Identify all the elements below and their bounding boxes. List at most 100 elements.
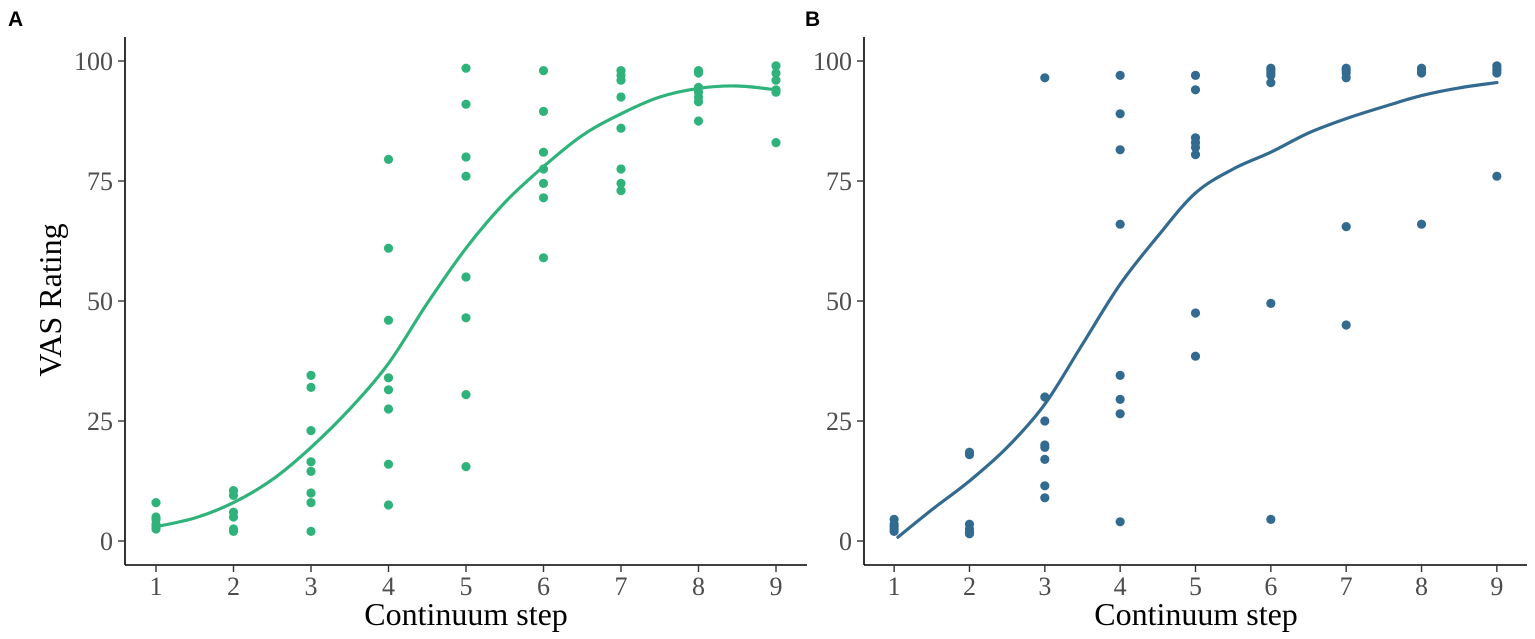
data-point	[693, 68, 704, 78]
y-tick-label: 0	[839, 527, 852, 556]
x-tick-label: 3	[305, 572, 318, 601]
data-point	[1190, 85, 1201, 95]
data-point	[889, 526, 899, 537]
x-axis-title: Continuum step	[1094, 596, 1298, 632]
data-point	[461, 313, 471, 323]
data-point	[1115, 109, 1125, 119]
data-point	[693, 97, 704, 107]
data-point	[228, 512, 239, 522]
data-point	[1115, 394, 1125, 404]
data-point	[1492, 68, 1502, 78]
data-point	[461, 272, 471, 282]
data-point	[538, 178, 549, 188]
data-point	[383, 373, 394, 383]
data-point	[616, 178, 626, 188]
data-point	[693, 116, 704, 126]
data-point	[383, 315, 394, 325]
x-tick-label: 2	[963, 572, 976, 601]
data-point	[964, 450, 975, 460]
data-point	[771, 68, 781, 78]
x-tick-label: 6	[1264, 572, 1277, 601]
data-point	[383, 243, 394, 253]
data-point	[1040, 454, 1050, 464]
data-point	[616, 186, 626, 196]
data-point	[1190, 308, 1201, 318]
data-point	[306, 426, 316, 436]
data-point	[1492, 171, 1502, 181]
x-tick-label: 5	[1189, 572, 1202, 601]
x-tick-label: 8	[692, 572, 705, 601]
x-tick-label: 9	[770, 572, 783, 601]
data-point	[1266, 514, 1276, 525]
data-point	[306, 526, 316, 537]
data-point	[1416, 219, 1427, 229]
data-point	[461, 152, 471, 162]
x-tick-label: 8	[1415, 572, 1428, 601]
data-point	[306, 466, 316, 476]
data-point	[1341, 73, 1351, 83]
x-tick-label: 6	[537, 572, 550, 601]
y-axis-title: VAS Rating	[32, 223, 68, 376]
data-point	[461, 390, 471, 400]
data-point	[1190, 142, 1201, 152]
data-point	[306, 488, 316, 498]
data-point	[1416, 68, 1427, 78]
data-point	[1190, 70, 1201, 80]
y-tick-label: 100	[813, 47, 852, 76]
x-tick-label: 7	[615, 572, 628, 601]
data-point	[1115, 70, 1125, 80]
data-point	[1040, 416, 1050, 426]
data-point	[383, 459, 394, 469]
data-point	[461, 462, 471, 472]
panel-label: B	[805, 8, 820, 31]
data-point	[771, 61, 781, 71]
fit-curve	[896, 81, 1499, 539]
data-point	[383, 404, 394, 414]
data-point	[1266, 78, 1276, 88]
data-point	[383, 385, 394, 395]
panel-b: B Continuum step 0 25 50 75 100 1 2 3 4 5 6 7 8 9	[805, 8, 1527, 632]
data-point	[461, 99, 471, 109]
data-point	[383, 500, 394, 510]
x-tick-label: 9	[1490, 572, 1503, 601]
x-tick-label: 2	[227, 572, 240, 601]
panel-label: A	[8, 8, 23, 31]
data-point	[616, 75, 626, 85]
data-point	[306, 370, 316, 380]
data-point	[1040, 73, 1050, 83]
data-point	[616, 123, 626, 133]
data-point	[228, 526, 239, 537]
data-point	[1115, 409, 1125, 419]
data-point	[771, 138, 781, 148]
data-point	[306, 498, 316, 508]
data-point	[1115, 370, 1125, 380]
y-tick-label: 75	[826, 167, 852, 196]
data-point	[1115, 517, 1125, 527]
data-point	[1040, 493, 1050, 503]
data-point	[616, 92, 626, 102]
y-tick-label: 25	[826, 407, 852, 436]
data-point	[1040, 481, 1050, 491]
data-point	[538, 66, 549, 76]
y-tick-label: 25	[87, 407, 113, 436]
data-point	[616, 164, 626, 174]
y-tick-label: 0	[100, 527, 113, 556]
plot-area: 0 25 50 75 100 1 2 3 4 5 6 7 8 9	[74, 37, 807, 601]
data-point	[1341, 222, 1351, 232]
x-axis-title: Continuum step	[364, 596, 568, 632]
x-tick-label: 5	[460, 572, 473, 601]
data-point	[538, 193, 549, 203]
plot-area: 0 25 50 75 100 1 2 3 4 5 6 7 8 9	[813, 37, 1527, 601]
data-point	[1040, 442, 1050, 452]
y-tick-label: 100	[74, 47, 113, 76]
data-point	[461, 63, 471, 73]
data-point	[538, 147, 549, 157]
data-point	[1341, 320, 1351, 330]
data-point	[771, 75, 781, 85]
data-point	[1115, 219, 1125, 229]
data-point	[1266, 298, 1276, 308]
data-point	[228, 490, 239, 500]
data-point	[1190, 150, 1201, 160]
